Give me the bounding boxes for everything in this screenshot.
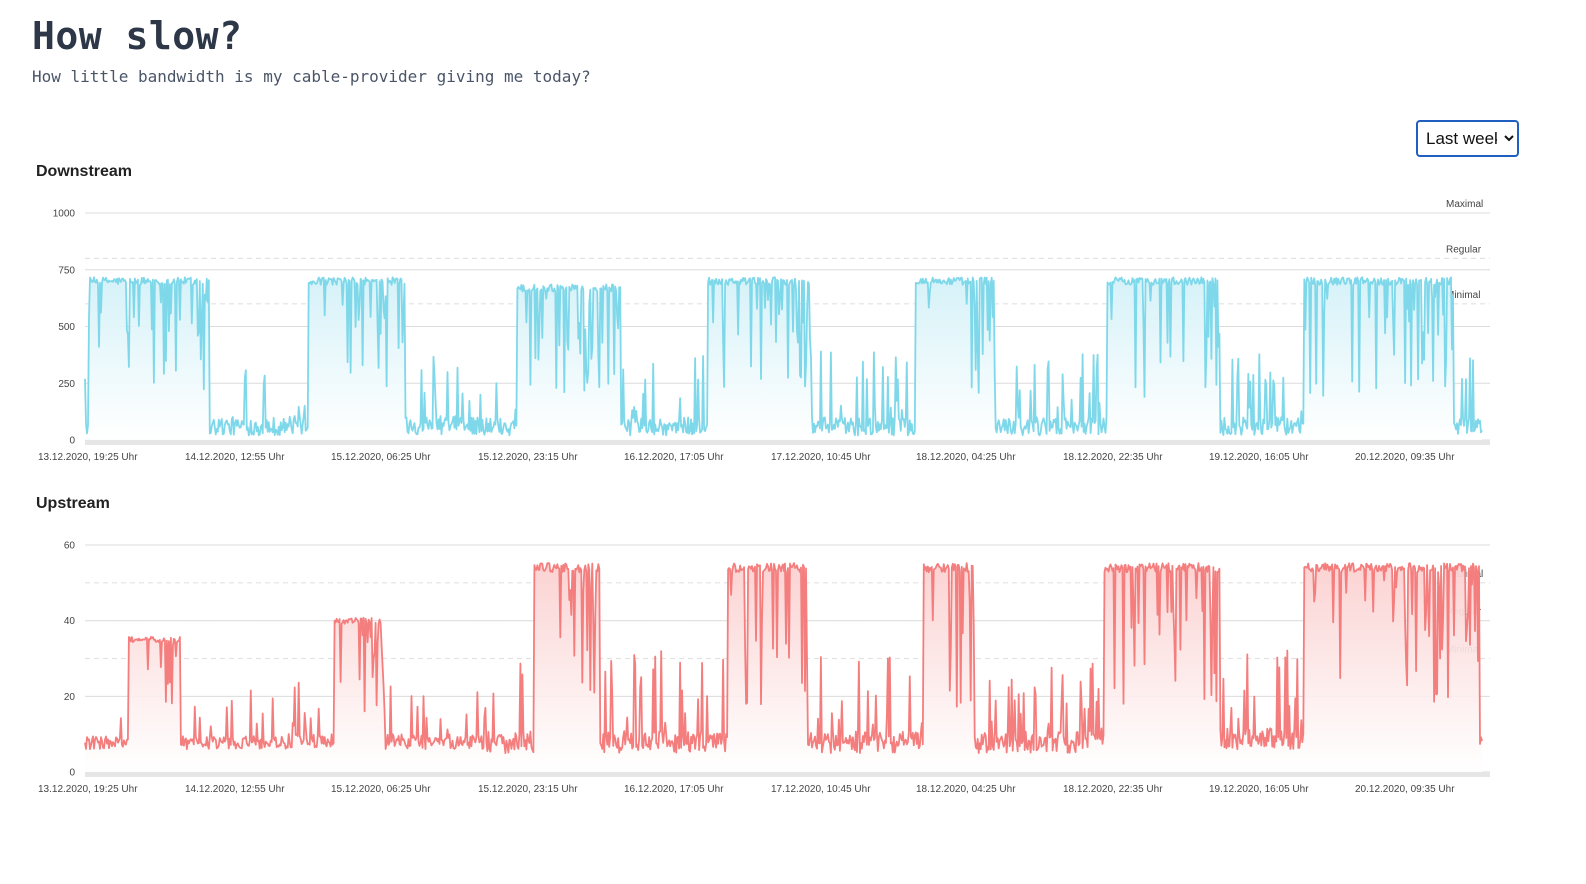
up-x-tick-label: 17.12.2020, 10:45 Uhr bbox=[771, 784, 871, 795]
up-x-tick-label: 18.12.2020, 04:25 Uhr bbox=[916, 784, 1016, 795]
down-y-tick-label: 500 bbox=[58, 322, 75, 333]
down-y-tick-label: 750 bbox=[58, 265, 75, 276]
down-x-tick-label: 14.12.2020, 12:55 Uhr bbox=[185, 452, 285, 463]
down-y-tick-label: 250 bbox=[58, 379, 75, 390]
down-x-tick-label: 18.12.2020, 22:35 Uhr bbox=[1063, 452, 1163, 463]
down-x-tick-label: 17.12.2020, 10:45 Uhr bbox=[771, 452, 871, 463]
down-y-tick-label: 0 bbox=[69, 436, 75, 447]
time-range-select[interactable]: Last week bbox=[1416, 120, 1519, 157]
down-series-line bbox=[84, 276, 1483, 437]
upstream-chart-title: Upstream bbox=[36, 495, 110, 512]
upstream-chart: 0204060MaximalRegularMinimal13.12.2020, … bbox=[38, 541, 1490, 795]
down-reference-label: Minimal bbox=[1446, 290, 1480, 301]
up-x-tick-label: 13.12.2020, 19:25 Uhr bbox=[38, 784, 138, 795]
down-x-tick-label: 16.12.2020, 17:05 Uhr bbox=[624, 452, 724, 463]
down-x-axis-band bbox=[85, 440, 1490, 445]
up-x-tick-label: 15.12.2020, 23:15 Uhr bbox=[478, 784, 578, 795]
down-x-tick-label: 15.12.2020, 06:25 Uhr bbox=[331, 452, 431, 463]
up-y-tick-label: 60 bbox=[64, 541, 76, 552]
down-x-tick-label: 18.12.2020, 04:25 Uhr bbox=[916, 452, 1016, 463]
down-reference-label: Regular bbox=[1446, 244, 1482, 255]
up-x-tick-label: 14.12.2020, 12:55 Uhr bbox=[185, 784, 285, 795]
down-x-tick-label: 19.12.2020, 16:05 Uhr bbox=[1209, 452, 1309, 463]
up-x-tick-label: 18.12.2020, 22:35 Uhr bbox=[1063, 784, 1163, 795]
up-y-tick-label: 0 bbox=[69, 768, 75, 779]
page-subtitle: How little bandwidth is my cable-provide… bbox=[32, 67, 591, 86]
up-x-tick-label: 15.12.2020, 06:25 Uhr bbox=[331, 784, 431, 795]
page-title: How slow? bbox=[32, 14, 243, 58]
downstream-chart-title: Downstream bbox=[36, 163, 133, 180]
up-x-tick-label: 19.12.2020, 16:05 Uhr bbox=[1209, 784, 1309, 795]
down-x-tick-label: 13.12.2020, 19:25 Uhr bbox=[38, 452, 138, 463]
down-y-tick-label: 1000 bbox=[53, 209, 76, 220]
up-x-tick-label: 20.12.2020, 09:35 Uhr bbox=[1355, 784, 1455, 795]
up-y-tick-label: 40 bbox=[64, 616, 76, 627]
down-series-area bbox=[85, 277, 1482, 440]
down-reference-label: Maximal bbox=[1446, 199, 1483, 210]
up-series-line bbox=[84, 562, 1483, 754]
downstream-chart: 0 250 500 750 1000 Maximal Regular Minimal 13.12… bbox=[38, 199, 1490, 463]
up-x-axis-band bbox=[85, 772, 1490, 777]
down-x-tick-label: 20.12.2020, 09:35 Uhr bbox=[1355, 452, 1455, 463]
up-x-tick-label: 16.12.2020, 17:05 Uhr bbox=[624, 784, 724, 795]
up-series-area bbox=[85, 563, 1482, 772]
down-x-tick-label: 15.12.2020, 23:15 Uhr bbox=[478, 452, 578, 463]
up-y-tick-label: 20 bbox=[64, 692, 76, 703]
